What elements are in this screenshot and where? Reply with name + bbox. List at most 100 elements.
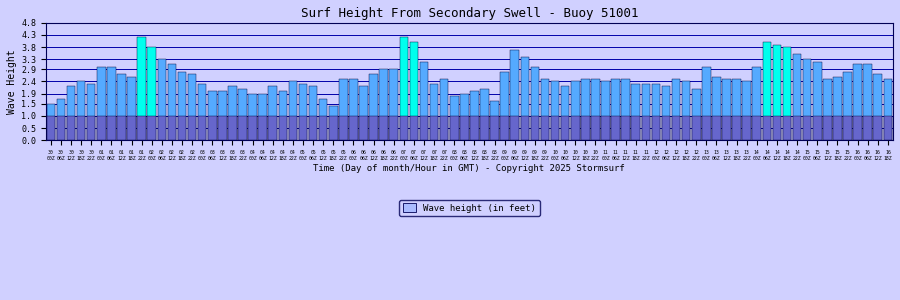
Bar <box>258 94 267 140</box>
Bar <box>722 79 731 140</box>
Bar <box>380 69 388 140</box>
Bar <box>662 116 670 140</box>
Bar <box>601 116 610 140</box>
Bar <box>481 116 489 140</box>
Bar <box>390 69 398 140</box>
Bar <box>783 47 791 140</box>
Bar <box>198 116 206 140</box>
Bar <box>400 116 408 140</box>
Bar <box>430 116 438 140</box>
Bar <box>410 116 418 140</box>
Bar <box>278 116 287 140</box>
Bar <box>581 116 590 140</box>
Bar <box>208 91 217 140</box>
Bar <box>299 84 307 140</box>
Legend: Wave height (in feet): Wave height (in feet) <box>399 200 540 216</box>
Bar <box>591 116 599 140</box>
Bar <box>541 116 549 140</box>
Bar <box>177 72 186 140</box>
Bar <box>591 79 599 140</box>
Bar <box>712 116 721 140</box>
Bar <box>571 82 580 140</box>
Bar <box>813 62 822 140</box>
Bar <box>238 116 247 140</box>
Bar <box>328 106 338 140</box>
Bar <box>450 116 458 140</box>
Bar <box>742 116 751 140</box>
Bar <box>671 79 680 140</box>
Bar <box>692 89 700 140</box>
Bar <box>289 82 297 140</box>
Bar <box>359 116 368 140</box>
Bar <box>733 116 741 140</box>
Bar <box>642 116 650 140</box>
Bar <box>803 59 812 140</box>
Bar <box>369 74 378 140</box>
Bar <box>803 116 812 140</box>
Bar <box>188 74 196 140</box>
Bar <box>793 55 801 140</box>
Bar <box>843 116 851 140</box>
Bar <box>752 116 761 140</box>
Bar <box>874 74 882 140</box>
Bar <box>67 116 76 140</box>
Bar <box>218 91 227 140</box>
Bar <box>531 116 539 140</box>
Bar <box>752 67 761 140</box>
Bar <box>359 86 368 140</box>
Bar <box>57 116 65 140</box>
Bar <box>702 67 711 140</box>
Title: Surf Height From Secondary Swell - Buoy 51001: Surf Height From Secondary Swell - Buoy … <box>301 7 638 20</box>
Bar <box>349 116 357 140</box>
Bar <box>824 79 832 140</box>
Bar <box>278 91 287 140</box>
Bar <box>481 89 489 140</box>
Bar <box>268 86 277 140</box>
Bar <box>712 76 721 140</box>
Bar <box>460 94 469 140</box>
Bar <box>127 76 136 140</box>
Bar <box>349 79 357 140</box>
Bar <box>97 116 105 140</box>
Bar <box>793 116 801 140</box>
Bar <box>248 94 256 140</box>
Bar <box>520 116 529 140</box>
Bar <box>319 116 328 140</box>
Bar <box>470 91 479 140</box>
Bar <box>87 116 95 140</box>
Bar <box>127 116 136 140</box>
Bar <box>621 116 630 140</box>
X-axis label: Time (Day of month/Hour in GMT) - Copyright 2025 Stormsurf: Time (Day of month/Hour in GMT) - Copyri… <box>313 164 626 173</box>
Y-axis label: Wave Height: Wave Height <box>7 49 17 114</box>
Bar <box>299 116 307 140</box>
Bar <box>67 86 76 140</box>
Bar <box>611 116 620 140</box>
Bar <box>328 116 338 140</box>
Bar <box>762 42 771 140</box>
Bar <box>884 116 892 140</box>
Bar <box>47 116 55 140</box>
Bar <box>772 45 781 140</box>
Bar <box>258 116 267 140</box>
Bar <box>733 79 741 140</box>
Bar <box>208 116 217 140</box>
Bar <box>177 116 186 140</box>
Bar <box>339 79 347 140</box>
Bar <box>551 82 560 140</box>
Bar <box>47 103 55 140</box>
Bar <box>671 116 680 140</box>
Bar <box>863 64 872 140</box>
Bar <box>833 116 842 140</box>
Bar <box>369 116 378 140</box>
Bar <box>621 79 630 140</box>
Bar <box>148 47 156 140</box>
Bar <box>419 116 428 140</box>
Bar <box>692 116 700 140</box>
Bar <box>450 96 458 140</box>
Bar <box>742 82 751 140</box>
Bar <box>97 67 105 140</box>
Bar <box>510 50 519 140</box>
Bar <box>551 116 560 140</box>
Bar <box>167 64 176 140</box>
Bar <box>76 82 86 140</box>
